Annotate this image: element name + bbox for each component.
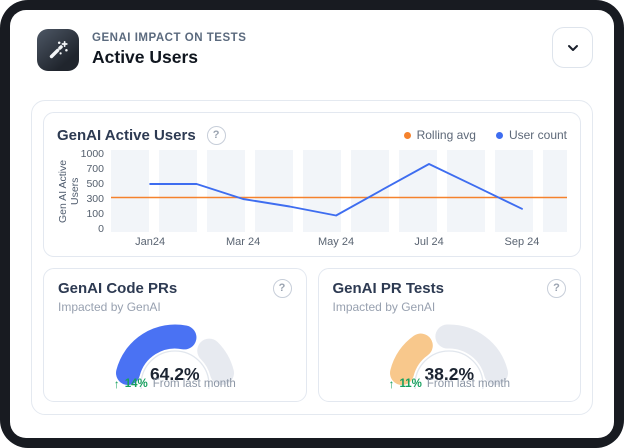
page-title: Active Users — [92, 47, 199, 67]
widget-card: GENAI IMPACT ON TESTS Active Users GenAI… — [10, 10, 614, 438]
delta-value: 11% — [399, 378, 422, 390]
help-icon[interactable]: ? — [206, 125, 226, 145]
y-axis-ticks: 1000 700 500 300 100 0 — [80, 148, 111, 235]
gauge-subtitle: Impacted by GenAI — [58, 300, 161, 314]
gauge-footer: ↑ 14% From last month — [44, 377, 306, 391]
plot-background — [111, 150, 567, 232]
delta-note: From last month — [426, 378, 510, 390]
delta-value: 14% — [124, 378, 148, 390]
legend-item-rolling-avg[interactable]: Rolling avg — [403, 128, 476, 142]
y-tick-label: 700 — [86, 163, 104, 175]
chart-legend: Rolling avg User count — [403, 128, 567, 142]
gauge-cards-row: GenAI Code PRs ? Impacted by GenAI 64.2%… — [43, 268, 581, 420]
legend-item-user-count[interactable]: User count — [495, 128, 567, 142]
x-tick-label: Sep 24 — [504, 236, 540, 248]
trend-up-icon: ↑ — [388, 377, 395, 391]
legend-label: User count — [508, 128, 567, 142]
gauge-value: 38.2% — [424, 364, 475, 384]
gauge-card-title: GenAI PR Tests — [332, 279, 444, 297]
x-tick-label: Jan24 — [135, 236, 166, 248]
legend-label: Rolling avg — [416, 128, 476, 142]
chart-card-header: GenAI Active Users ? Rolling avg User co… — [57, 122, 567, 148]
header-text: GENAI IMPACT ON TESTS Active Users — [92, 32, 246, 68]
gauge-value-arc — [115, 324, 197, 385]
x-axis-labels: Jan24 Mar 24 May 24 Jul 24 Sep 24 — [111, 234, 567, 251]
chevron-down-icon — [564, 39, 582, 57]
x-tick-label: May 24 — [318, 236, 355, 248]
chart-card-title: GenAI Active Users — [57, 126, 196, 144]
gauge-value: 64.2% — [149, 364, 200, 384]
code-prs-gauge-card: GenAI Code PRs ? Impacted by GenAI 64.2%… — [43, 268, 307, 420]
line-plot-svg — [111, 163, 567, 217]
y-tick-label: 500 — [86, 178, 104, 190]
chart-plot-area: Gen AI Active Users 1000 700 500 300 100 0 — [57, 148, 567, 235]
help-icon[interactable]: ? — [547, 278, 566, 298]
gauge-card-header: GenAI Code PRs ? — [58, 278, 292, 298]
y-tick-label: 100 — [86, 208, 104, 220]
pr-tests-gauge-card: GenAI PR Tests ? Impacted by GenAI 38.2%… — [317, 268, 581, 420]
x-tick-label: Jul 24 — [414, 236, 444, 248]
gauge-track-arc — [435, 324, 509, 385]
series-line — [149, 163, 523, 217]
y-tick-label: 0 — [98, 223, 104, 235]
gauge-footer: ↑ 11% From last month — [319, 377, 581, 391]
gauge-track-arc — [196, 338, 234, 385]
trend-up-icon: ↑ — [113, 377, 120, 391]
charts-section: GenAI Active Users ? Rolling avg User co… — [31, 100, 593, 420]
header: GENAI IMPACT ON TESTS Active Users — [37, 29, 246, 71]
gauge-value-arc — [390, 333, 434, 385]
y-tick-label: 300 — [86, 193, 104, 205]
active-users-chart-card: GenAI Active Users ? Rolling avg User co… — [43, 112, 581, 257]
y-axis-title: Gen AI Active Users — [57, 159, 82, 223]
x-tick-label: Mar 24 — [225, 236, 261, 248]
delta-note: From last month — [152, 378, 236, 390]
help-icon[interactable]: ? — [272, 278, 292, 298]
legend-dot-orange-icon — [403, 131, 411, 139]
gauge-card-header: GenAI PR Tests ? — [332, 278, 566, 298]
legend-dot-blue-icon — [495, 131, 503, 139]
y-tick-label: 1000 — [80, 148, 104, 160]
collapse-button[interactable] — [552, 27, 593, 68]
gauge-subtitle: Impacted by GenAI — [332, 300, 436, 314]
gauge-card-title: GenAI Code PRs — [58, 279, 178, 297]
header-eyebrow: GENAI IMPACT ON TESTS — [92, 32, 247, 44]
magic-wand-icon — [37, 29, 79, 71]
